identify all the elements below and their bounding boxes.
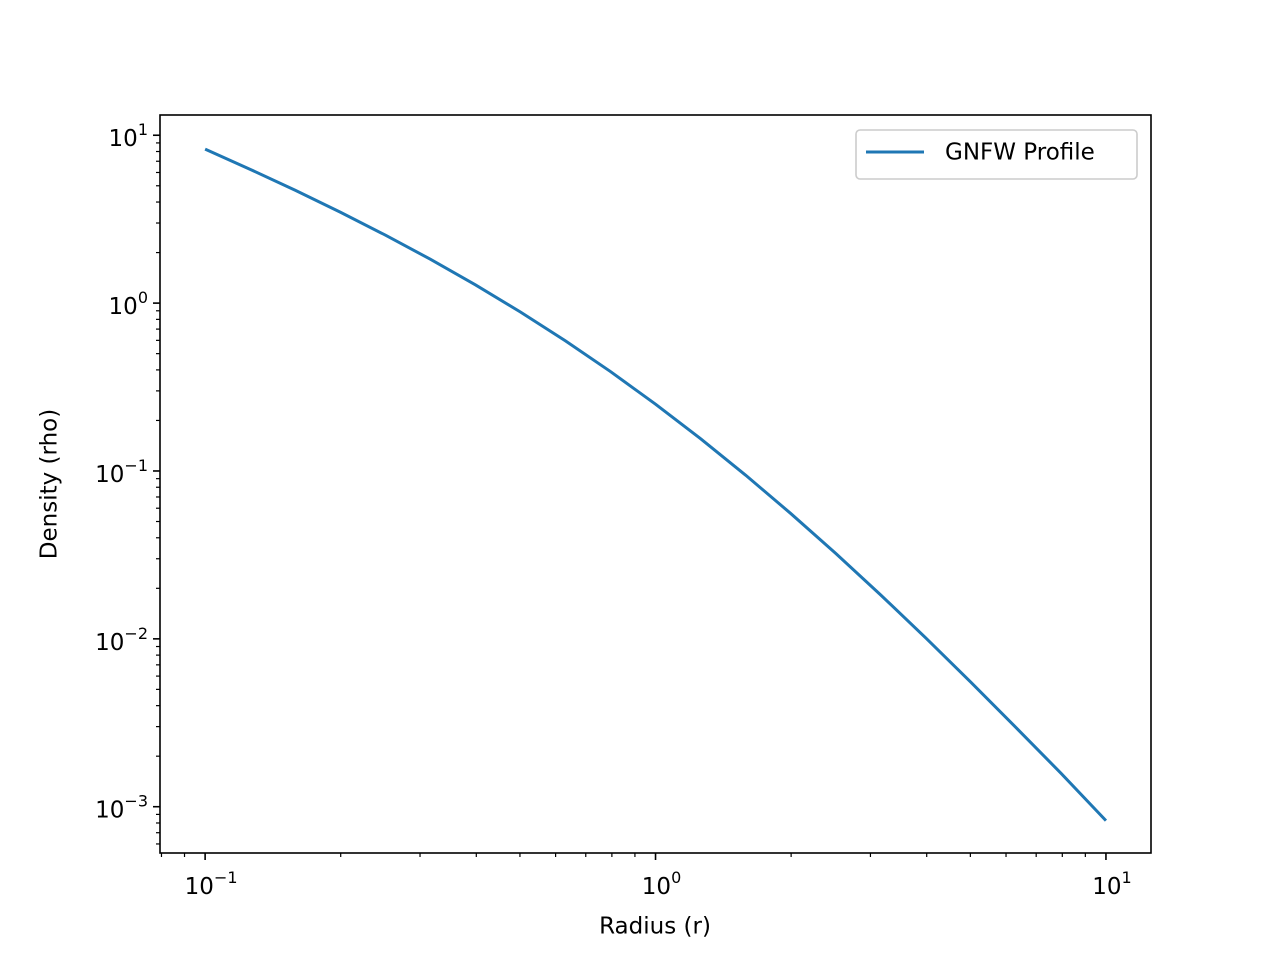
y-tick-label: 10−3 (95, 791, 148, 823)
tick-base: 10 (109, 126, 138, 152)
y-tick-label: 101 (109, 120, 148, 152)
y-axis-label: Density (rho) (37, 409, 63, 559)
tick-base: 10 (95, 629, 124, 655)
x-axis-label: Radius (r) (599, 914, 711, 940)
tick-exponent: −3 (124, 791, 148, 810)
tick-exponent: −1 (214, 868, 238, 887)
tick-base: 10 (1092, 874, 1121, 900)
tick-base: 10 (95, 797, 124, 823)
x-tick-label: 10−1 (185, 868, 238, 900)
plot-frame (159, 114, 1152, 854)
x-tick-label: 101 (1092, 868, 1131, 900)
tick-exponent: 0 (671, 868, 681, 887)
y-tick-label: 10−2 (95, 623, 148, 655)
legend-box (855, 129, 1138, 180)
y-tick-label: 10−1 (95, 455, 148, 487)
tick-exponent: 1 (1121, 868, 1131, 887)
tick-base: 10 (185, 874, 214, 900)
tick-base: 10 (109, 294, 138, 320)
data-line (204, 147, 1108, 822)
legend-label: GNFW Profile (945, 140, 1095, 166)
tick-base: 10 (642, 874, 671, 900)
x-tick-label: 100 (642, 868, 681, 900)
tick-base: 10 (95, 461, 124, 487)
tick-exponent: 0 (138, 288, 148, 307)
y-tick-label: 100 (109, 288, 148, 320)
tick-exponent: −2 (124, 623, 148, 642)
tick-exponent: 1 (138, 120, 148, 139)
tick-exponent: −1 (124, 455, 148, 474)
